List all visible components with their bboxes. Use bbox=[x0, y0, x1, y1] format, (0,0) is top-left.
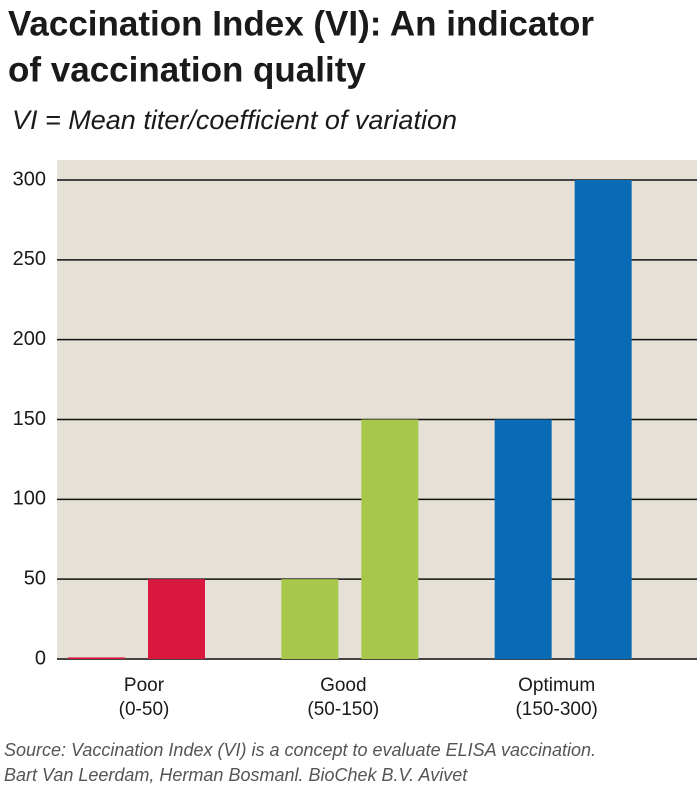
chart-subtitle: VI = Mean titer/coefficient of variation bbox=[12, 105, 457, 135]
x-tick-sublabel: (0-50) bbox=[119, 699, 170, 720]
source-note: Bart Van Leerdam, Herman Bosmanl. BioChe… bbox=[4, 765, 468, 785]
x-tick-label: Poor bbox=[124, 675, 165, 696]
x-tick-sublabel: (150-300) bbox=[515, 699, 597, 720]
bar bbox=[494, 419, 552, 659]
x-tick-label: Optimum bbox=[518, 675, 595, 696]
y-tick-label: 300 bbox=[13, 168, 46, 190]
bar bbox=[148, 579, 205, 659]
bar bbox=[68, 657, 125, 659]
y-tick-label: 250 bbox=[13, 248, 46, 270]
chart-title: Vaccination Index (VI): An indicator bbox=[8, 4, 594, 43]
y-tick-label: 0 bbox=[35, 647, 46, 669]
y-tick-label: 50 bbox=[24, 567, 46, 589]
bar bbox=[574, 180, 632, 659]
y-tick-label: 150 bbox=[13, 408, 46, 430]
y-tick-label: 200 bbox=[13, 328, 46, 350]
bar bbox=[361, 419, 419, 659]
x-tick-label: Good bbox=[320, 675, 366, 696]
y-tick-label: 100 bbox=[13, 488, 46, 510]
x-tick-sublabel: (50-150) bbox=[307, 699, 379, 720]
source-note: Source: Vaccination Index (VI) is a conc… bbox=[4, 740, 596, 760]
bar bbox=[281, 579, 339, 659]
chart-title: of vaccination quality bbox=[8, 50, 366, 89]
